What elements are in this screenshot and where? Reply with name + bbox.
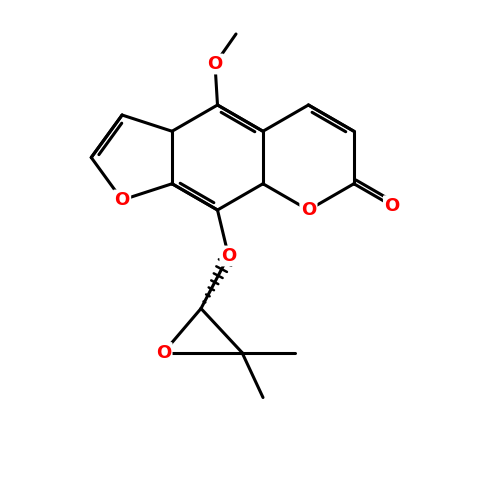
Text: O: O [221,247,236,265]
Text: O: O [114,191,130,209]
Text: O: O [384,197,400,215]
Text: O: O [156,344,171,361]
Text: O: O [208,55,222,73]
Text: O: O [301,201,316,219]
